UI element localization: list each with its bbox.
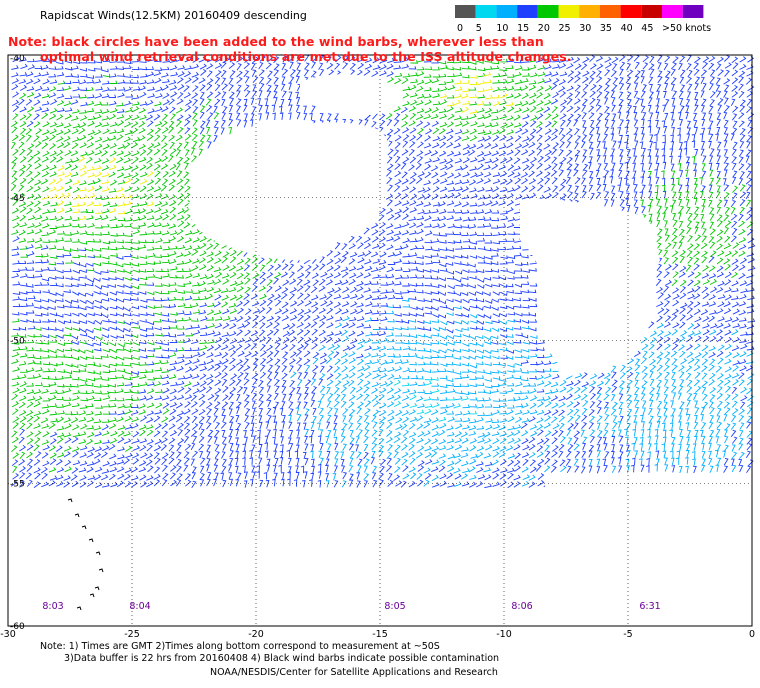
track-barb <box>95 551 101 556</box>
lon-label: -25 <box>124 629 140 640</box>
no-data-region-west <box>188 122 389 261</box>
lon-label: 0 <box>749 629 755 640</box>
legend-label: 5 <box>476 23 482 34</box>
legend-swatch <box>558 5 580 18</box>
legend-label: 30 <box>579 23 591 34</box>
no-data-region-east <box>520 198 660 380</box>
legend-swatch <box>475 5 497 18</box>
legend-label: 15 <box>517 23 529 34</box>
lat-label: -40 <box>10 54 25 64</box>
legend-swatch <box>496 5 518 18</box>
lat-label: -60 <box>10 622 25 632</box>
track-barb <box>94 586 100 591</box>
map-frame <box>7 54 753 627</box>
longitude-labels: -30 -25 -20 -15 -10 -5 0 <box>0 629 755 640</box>
time-label: 8:05 <box>384 601 405 612</box>
lat-label: -55 <box>10 479 25 489</box>
track-barb <box>88 538 94 543</box>
time-labels: 8:03 8:04 8:05 8:06 6:31 <box>42 601 660 612</box>
legend-swatch <box>662 5 683 18</box>
no-data-regions <box>0 74 752 640</box>
legend-label: 40 <box>621 23 633 34</box>
time-label: 6:31 <box>639 601 660 612</box>
lat-lon-grid <box>8 55 752 626</box>
no-data-region-southeast <box>545 475 752 640</box>
legend-label: 0 <box>457 23 463 34</box>
no-data-region-south <box>0 488 545 640</box>
legend-label: 35 <box>600 23 612 34</box>
legend-label: 45 <box>641 23 653 34</box>
legend-swatch <box>537 5 559 18</box>
lat-label: -45 <box>10 194 25 204</box>
legend-swatch <box>517 5 538 18</box>
footer-credit: NOAA/NESDIS/Center for Satellite Applica… <box>210 667 498 678</box>
track-barb <box>81 525 87 530</box>
track-barb <box>67 498 73 503</box>
lon-label: -15 <box>372 629 388 640</box>
legend-label: 20 <box>538 23 550 34</box>
track-barb <box>98 568 104 573</box>
legend-swatch <box>620 5 642 18</box>
legend-swatch <box>641 5 662 18</box>
legend-swatch <box>455 5 476 18</box>
wind-barbs-layer <box>10 54 756 489</box>
track-barb <box>89 593 95 598</box>
footer-note-line-2: 3)Data buffer is 22 hrs from 20160408 4)… <box>64 653 500 664</box>
track-barb <box>76 606 82 611</box>
lon-label: -5 <box>623 629 632 640</box>
time-label: 8:03 <box>42 601 63 612</box>
note-line-1: Note: black circles have been added to t… <box>8 34 544 49</box>
legend-label: >50 knots <box>662 23 711 34</box>
no-data-region-center <box>300 74 404 116</box>
lat-label: -50 <box>10 337 25 347</box>
footer-note-line-1: Note: 1) Times are GMT 2)Times along bot… <box>40 641 440 652</box>
isolated-barbs-track <box>67 498 104 611</box>
time-label: 8:04 <box>129 601 150 612</box>
note-line-2: optimal wind retrieval conditions are me… <box>40 49 572 64</box>
lon-label: -20 <box>248 629 264 640</box>
legend-swatch <box>579 5 600 18</box>
track-barb <box>74 513 80 518</box>
time-label: 8:06 <box>511 601 532 612</box>
lon-label: -10 <box>496 629 512 640</box>
legend-label: 10 <box>496 23 508 34</box>
lon-label: -30 <box>0 629 16 640</box>
map-title: Rapidscat Winds(12.5KM) 20160409 descend… <box>40 9 307 22</box>
legend-swatch <box>599 5 621 18</box>
speed-legend: 0 5 10 15 20 25 30 35 40 45 >50 knots <box>455 5 711 34</box>
legend-swatch <box>682 5 704 18</box>
latitude-labels: -40 -45 -50 -55 -60 <box>10 54 25 632</box>
legend-label: 25 <box>559 23 571 34</box>
